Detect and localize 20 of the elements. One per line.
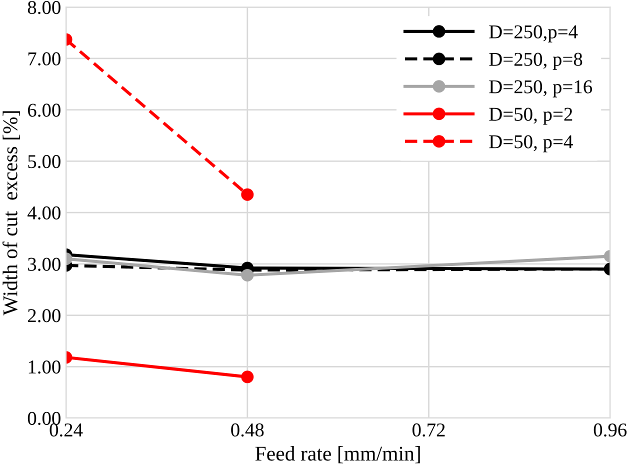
x-tick-label: 0.72: [412, 423, 445, 437]
y-axis-title: Width of cut excess [%]: [2, 111, 20, 316]
legend-label: D=50, p=4: [489, 135, 573, 152]
y-tick-label: 4.00: [28, 206, 60, 220]
legend-label: D=250, p=8: [489, 52, 582, 70]
x-tick-label: 0.48: [231, 423, 264, 437]
legend-label: D=250, p=16: [489, 80, 592, 98]
x-axis-title: Feed rate [mm/min]: [255, 446, 420, 464]
y-tick-label: 6.00: [28, 104, 60, 117]
y-tick-label: 1.00: [28, 360, 60, 374]
y-tick-label: 0.00: [28, 412, 60, 426]
y-tick-label: 8.00: [28, 0, 60, 14]
y-tick-label: 5.00: [28, 155, 60, 168]
legend-label: D=250,p=4: [489, 25, 578, 42]
y-tick-label: 7.00: [28, 52, 60, 66]
y-tick-label: 3.00: [28, 258, 60, 271]
x-tick-label: 0.96: [594, 423, 627, 437]
legend-label: D=50, p=2: [489, 108, 572, 125]
x-tick-label: 0.24: [50, 423, 83, 437]
y-tick-label: 2.00: [28, 309, 60, 322]
